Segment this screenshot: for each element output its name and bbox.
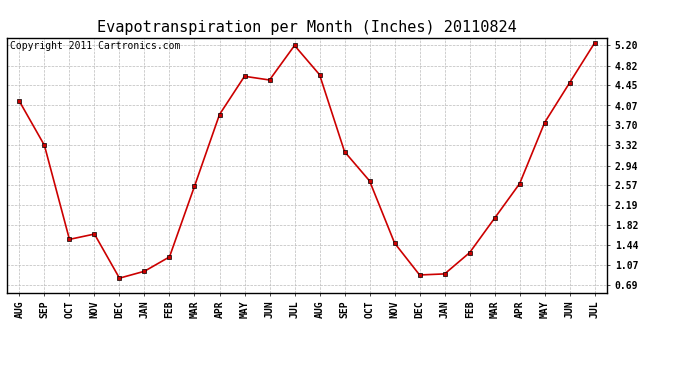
Text: Copyright 2011 Cartronics.com: Copyright 2011 Cartronics.com [10,41,180,51]
Title: Evapotranspiration per Month (Inches) 20110824: Evapotranspiration per Month (Inches) 20… [97,20,517,35]
